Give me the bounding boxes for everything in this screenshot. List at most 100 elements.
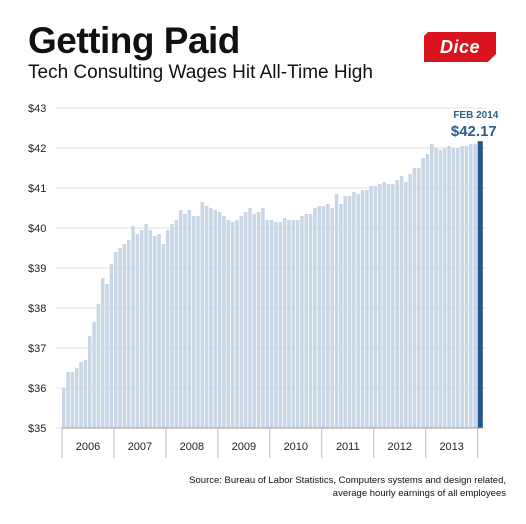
bar [239,216,244,428]
bar-highlight [477,141,483,428]
bar [183,214,187,428]
bar [295,220,300,428]
bar [261,208,265,428]
bar [334,194,339,428]
bar [451,148,456,428]
bar [278,222,283,428]
bar [317,206,321,428]
bar [122,244,127,428]
bar [96,304,101,428]
bar [347,196,352,428]
bar [204,206,209,428]
bar [200,202,205,428]
x-tick-label: 2006 [76,441,100,453]
bar [174,220,179,428]
bar [373,186,378,428]
y-tick-label: $38 [28,303,46,315]
source-line-2: average hourly earnings of all employees [332,488,506,499]
y-tick-label: $36 [28,383,46,395]
bar [343,196,347,428]
bar [464,146,469,428]
bar [113,252,118,428]
bar [161,244,166,428]
bar [213,210,218,428]
bar [248,208,252,428]
bar [291,220,296,428]
bar [209,208,213,428]
bar [412,168,417,428]
bar [421,158,425,428]
bar [217,212,222,428]
x-tick-label: 2007 [128,441,152,453]
bar [434,148,438,428]
bar [87,336,92,428]
bar [352,192,356,428]
bar [304,214,308,428]
bar [395,180,399,428]
bar [191,216,196,428]
source-line-1: Source: Bureau of Labor Statistics, Comp… [189,475,506,486]
dice-logo-text: Dice [439,37,481,57]
bar [365,190,369,428]
bar [269,220,274,428]
bar [118,248,122,428]
callout-value: $42.17 [451,123,497,140]
bar [170,224,174,428]
bar [330,208,334,428]
bar [460,146,464,428]
bar [135,234,140,428]
bar [222,216,226,428]
chart-subtitle: Tech Consulting Wages Hit All-Time High [28,62,373,83]
bar [165,230,170,428]
bar [243,212,248,428]
bar [100,278,105,428]
bar [109,264,114,428]
bar [287,220,291,428]
bar [70,372,75,428]
bar [308,214,313,428]
bar [469,144,473,428]
bar [425,154,430,428]
bar [152,236,157,428]
bar [252,214,257,428]
bar [274,222,278,428]
chart-title: Getting Paid [28,20,240,61]
bar [265,220,270,428]
bar [62,388,66,428]
bar [282,218,287,428]
bar [139,230,144,428]
y-tick-label: $42 [28,143,46,155]
bar [391,184,395,428]
callout-date: FEB 2014 [453,110,498,121]
bar [256,212,261,428]
bar [382,182,386,428]
bar [126,240,131,428]
bar [235,220,239,428]
y-tick-label: $39 [28,263,46,275]
bar [83,360,88,428]
bar [92,322,96,428]
y-tick-label: $41 [28,183,46,195]
bar [157,234,161,428]
bar [66,372,70,428]
bar [408,174,412,428]
y-tick-label: $43 [28,103,46,115]
bar [300,216,304,428]
y-tick-label: $37 [28,343,46,355]
bar [438,150,443,428]
bar [456,148,460,428]
bar [74,368,79,428]
bar [473,144,477,428]
x-tick-label: 2008 [180,441,204,453]
bar-chart: $35 $36 $37 $38 $39 $40 $41 $42 $43 2006 2007 2008 2… [28,103,499,458]
bar [399,176,404,428]
bar [230,222,235,428]
bar [196,216,200,428]
y-tick-label: $40 [28,223,46,235]
bar [430,144,434,428]
bar [105,284,109,428]
x-tick-label: 2013 [439,441,463,453]
y-tick-label: $35 [28,423,46,435]
bar [79,362,83,428]
x-tick-label: 2011 [336,441,360,453]
